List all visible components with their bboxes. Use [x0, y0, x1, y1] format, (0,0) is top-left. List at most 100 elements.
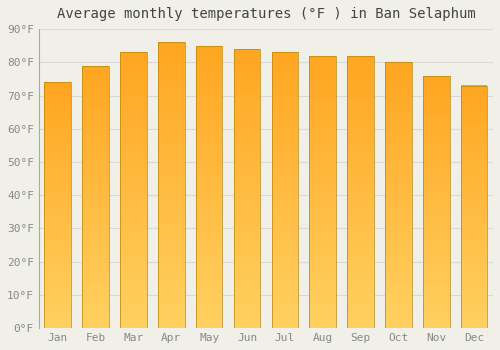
Bar [461, 243, 487, 246]
Bar [196, 77, 222, 81]
Bar [461, 201, 487, 204]
Bar [461, 280, 487, 283]
Bar [423, 284, 450, 287]
Bar [196, 169, 222, 173]
Bar [385, 275, 411, 278]
Bar [385, 292, 411, 295]
Bar [461, 155, 487, 158]
Bar [44, 291, 71, 294]
Bar [310, 72, 336, 76]
Bar [196, 226, 222, 229]
Bar [423, 306, 450, 309]
Bar [158, 282, 184, 285]
Bar [461, 92, 487, 94]
Bar [272, 194, 298, 197]
Bar [234, 203, 260, 206]
Bar [310, 236, 336, 240]
Bar [272, 242, 298, 245]
Bar [272, 287, 298, 290]
Bar [385, 162, 411, 165]
Bar [385, 139, 411, 142]
Bar [82, 249, 109, 253]
Title: Average monthly temperatures (°F ) in Ban Selaphum: Average monthly temperatures (°F ) in Ba… [56, 7, 476, 21]
Bar [82, 269, 109, 272]
Bar [234, 258, 260, 262]
Bar [158, 289, 184, 293]
Bar [310, 223, 336, 226]
Bar [423, 221, 450, 224]
Bar [196, 272, 222, 275]
Bar [158, 49, 184, 53]
Bar [196, 120, 222, 123]
Bar [272, 228, 298, 232]
Bar [310, 107, 336, 110]
Bar [461, 161, 487, 164]
Bar [310, 178, 336, 182]
Bar [196, 204, 222, 208]
Bar [385, 312, 411, 315]
Bar [44, 134, 71, 138]
Bar [82, 220, 109, 223]
Bar [196, 187, 222, 190]
Bar [461, 183, 487, 186]
Bar [44, 94, 71, 98]
Bar [385, 62, 411, 328]
Bar [196, 95, 222, 99]
Bar [120, 135, 146, 139]
Bar [44, 85, 71, 89]
Bar [272, 100, 298, 104]
Bar [196, 63, 222, 67]
Bar [44, 110, 71, 113]
Bar [461, 210, 487, 213]
Bar [272, 59, 298, 63]
Bar [348, 226, 374, 229]
Bar [82, 190, 109, 194]
Bar [423, 158, 450, 161]
Bar [120, 225, 146, 228]
Bar [310, 144, 336, 148]
Bar [461, 137, 487, 140]
Bar [461, 140, 487, 143]
Bar [385, 129, 411, 132]
Bar [272, 156, 298, 159]
Bar [82, 266, 109, 269]
Bar [310, 83, 336, 86]
Bar [385, 302, 411, 305]
Bar [196, 279, 222, 282]
Bar [158, 292, 184, 296]
Bar [196, 155, 222, 159]
Bar [272, 63, 298, 66]
Bar [196, 173, 222, 176]
Bar [120, 114, 146, 118]
Bar [196, 208, 222, 212]
Bar [196, 251, 222, 254]
Bar [234, 49, 260, 52]
Bar [423, 215, 450, 218]
Bar [82, 98, 109, 102]
Bar [82, 95, 109, 98]
Bar [120, 139, 146, 142]
Bar [158, 110, 184, 114]
Bar [82, 312, 109, 315]
Bar [272, 201, 298, 204]
Bar [461, 252, 487, 256]
Bar [234, 293, 260, 297]
Bar [196, 180, 222, 183]
Bar [120, 242, 146, 245]
Bar [234, 248, 260, 251]
Bar [82, 118, 109, 121]
Bar [120, 235, 146, 239]
Bar [385, 229, 411, 232]
Bar [82, 65, 109, 328]
Bar [44, 82, 71, 328]
Bar [120, 187, 146, 190]
Bar [44, 285, 71, 288]
Bar [196, 49, 222, 53]
Bar [196, 162, 222, 166]
Bar [423, 129, 450, 132]
Bar [196, 243, 222, 247]
Bar [234, 199, 260, 203]
Bar [348, 117, 374, 120]
Bar [82, 187, 109, 190]
Bar [385, 218, 411, 222]
